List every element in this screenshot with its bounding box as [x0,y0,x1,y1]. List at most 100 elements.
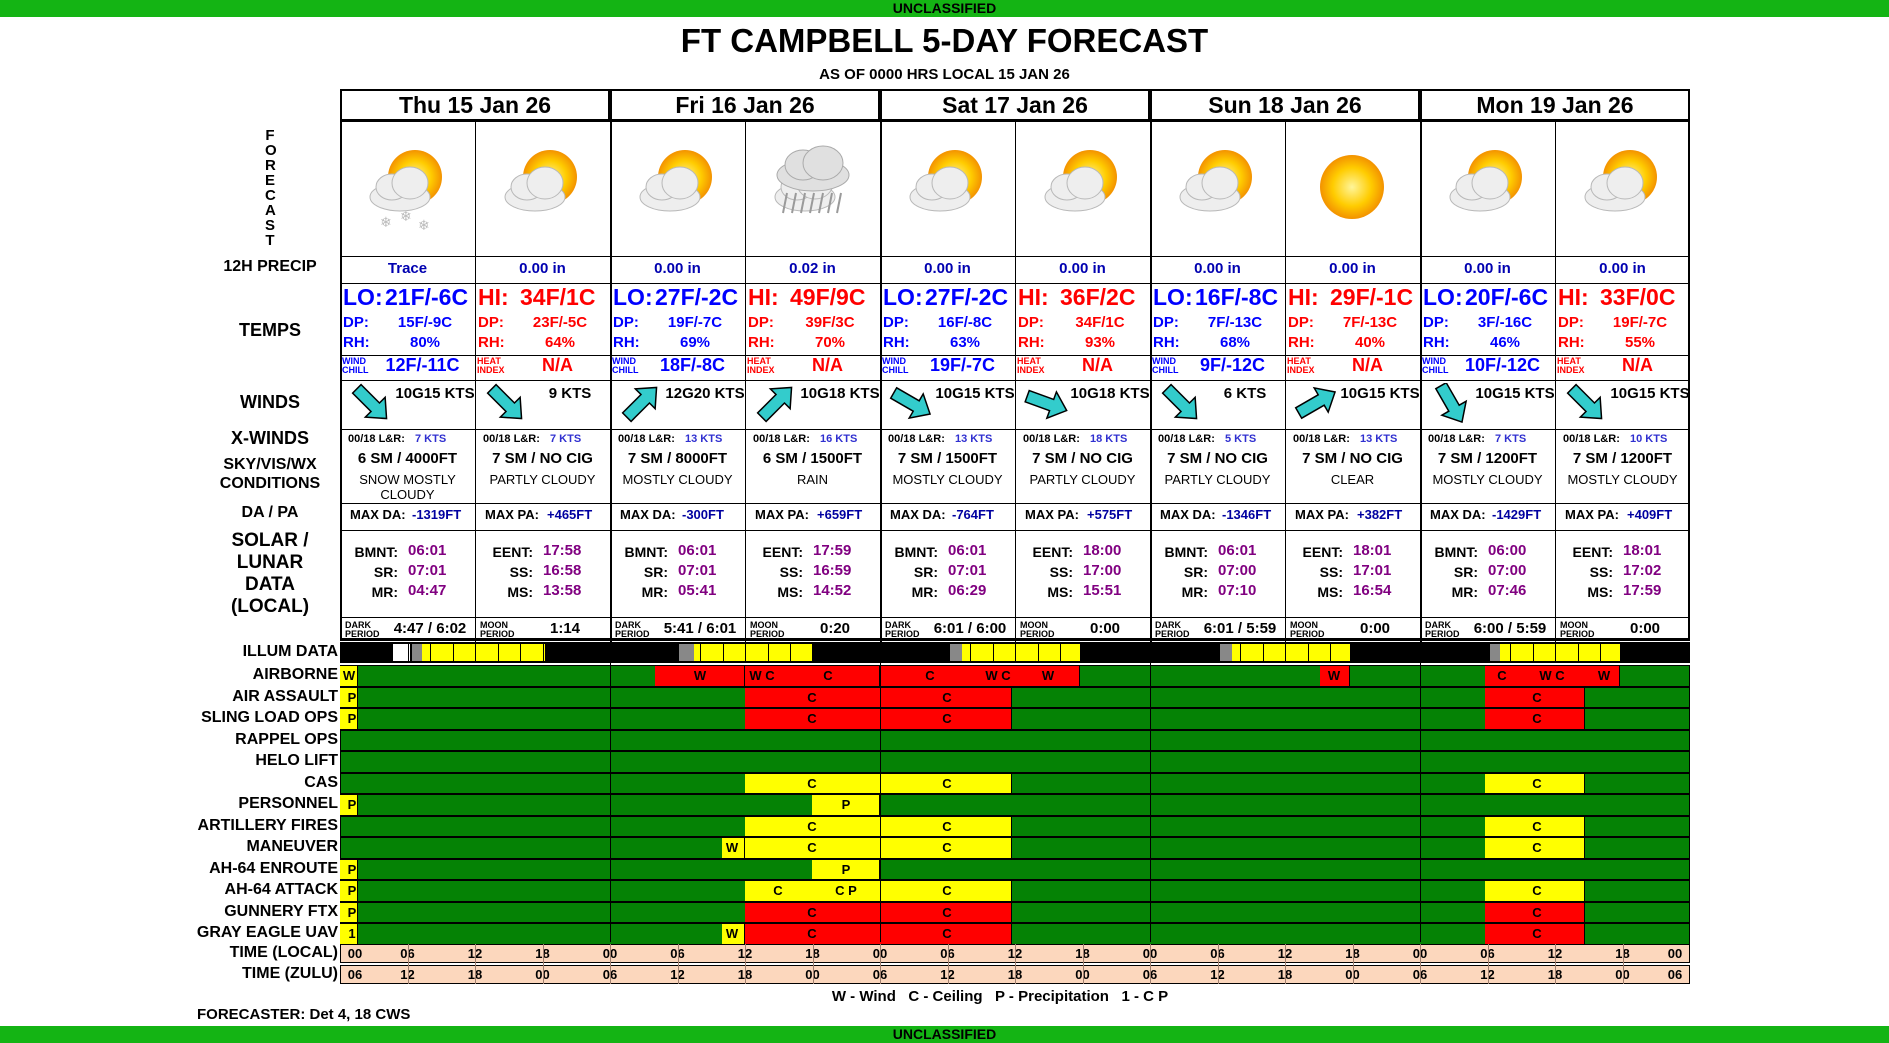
condition-code: P [347,883,357,898]
solar-value: 06:01 [408,542,447,559]
da-value: +465FT [547,507,593,522]
dp-label: DP: [1153,314,1179,331]
solar-value: 16:58 [543,562,582,579]
da-label: MAX PA: [1025,507,1079,522]
dp-label: DP: [1288,314,1314,331]
solar-value: 17:59 [1623,582,1662,599]
weather: MOSTLY CLOUDY [622,472,733,487]
illum-tick [677,644,679,661]
sky-conditions: 7 SM / 8000FT [627,450,728,467]
illum-tick [700,644,701,661]
condition-code: C [823,668,833,683]
xwind-label: 00/18 L&R: [1158,433,1215,445]
condition-segment [745,687,1012,708]
time-tick-line [1420,944,1421,984]
illum-tick [475,644,476,661]
day-header: Sun 18 Jan 26 [1150,89,1420,121]
rh-value: 40% [1354,334,1386,351]
condition-segment [745,709,1012,730]
row-divider [340,617,1690,618]
mission-row [340,751,1690,773]
mostly-cloudy-icon [630,135,725,240]
solar-row-label-1: SOLAR / [231,530,309,551]
mission-label: PERSONNEL [238,795,338,812]
solar-value: 17:00 [1083,562,1122,579]
solar-value: 18:00 [1083,542,1122,559]
dark-label: DARK PERIOD [615,620,650,639]
condition-code: C [942,689,952,705]
time-zulu-tick: 06 [347,967,363,982]
condition-code: C [1532,904,1542,920]
dark-value: 6:01 / 5:59 [1203,620,1277,637]
illum-tick [767,644,769,661]
precip-value: 0.00 in [924,260,971,277]
index-value: 19F/-7C [929,355,996,375]
dp-value: 34F/1C [1075,314,1125,331]
da-value: +382FT [1357,507,1403,522]
dark-label: DARK PERIOD [345,620,380,639]
index-value: N/A [1622,355,1653,375]
illum-tick [1105,644,1106,661]
sky-conditions: 7 SM / 1500FT [897,450,998,467]
illum-tick [1172,644,1174,661]
dark-value: 0:00 [1629,620,1661,637]
dark-value: 5:41 / 6:01 [663,620,737,637]
mission-label: HELO LIFT [255,752,338,769]
wind-speed: 10G18 KTS [1070,385,1150,402]
illum-tick [1622,644,1624,661]
classification-banner-bottom: UNCLASSIFIED [0,1026,1889,1043]
solar-label: SS: [1049,564,1073,580]
winds-row-label: WINDS [240,392,300,412]
solar-label: SR: [913,564,938,580]
illum-tick [1465,644,1466,661]
mission-row [340,794,1690,816]
solar-label: SR: [1453,564,1478,580]
weather: PARTLY CLOUDY [1164,472,1271,487]
temp-value: 36F/2C [1060,284,1136,310]
mission-row [340,837,1690,859]
dp-label: DP: [343,314,369,331]
solar-label: BMNT: [354,544,398,560]
illum-segment [694,644,812,661]
condition-code: C [807,840,817,855]
index-label: WIND CHILL [1152,356,1179,375]
xwind-value: 7 KTS [550,433,582,445]
wind-speed: 10G15 KTS [1340,385,1420,402]
time-tick-line [677,944,679,984]
condition-segment [1485,838,1585,859]
row-divider [340,503,1690,504]
xwind-value: 18 KTS [1090,433,1128,445]
rh-value: 63% [949,334,981,351]
condition-code: W [725,926,739,941]
column-divider [475,120,476,642]
illum-tick [362,644,364,661]
illum-tick [835,644,836,661]
illum-tick [1532,644,1534,661]
condition-segment [745,838,1012,859]
rh-label: RH: [748,334,775,351]
xwind-value: 10 KTS [1630,433,1668,445]
xwind-label: 00/18 L&R: [618,433,675,445]
condition-code: C [942,883,952,898]
time-tick-line [1015,944,1016,984]
time-zulu-tick: 06 [1667,967,1683,982]
xwind-label: 00/18 L&R: [1023,433,1080,445]
as-of-subtitle: AS OF 0000 HRS LOCAL 15 JAN 26 [819,66,1070,83]
wind-arrow-icon [346,383,396,423]
solar-label: SR: [1183,564,1208,580]
illum-tick [1015,644,1016,661]
dp-label: DP: [748,314,774,331]
mission-label: SLING LOAD OPS [201,709,338,726]
dp-label: DP: [883,314,909,331]
condition-code: C [925,668,935,683]
illum-tick [1600,644,1601,661]
solar-label: EENT: [1572,544,1613,560]
wind-speed: 10G18 KTS [800,385,880,402]
illum-tick [1240,644,1241,661]
time-local-tick: 00 [1667,946,1683,961]
wind-arrow-icon [886,383,936,423]
partly-cloudy-icon [1170,135,1265,240]
illum-tick [1555,644,1556,661]
illum-segment [950,644,962,661]
column-divider [880,120,882,642]
